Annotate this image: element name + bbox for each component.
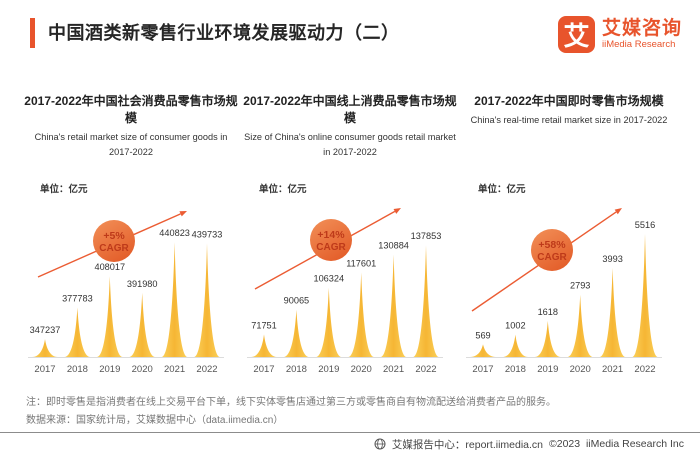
svg-text:2022: 2022 bbox=[634, 364, 655, 375]
svg-text:CAGR: CAGR bbox=[316, 242, 346, 253]
chart1-plot: 347237 2017 377783 2018 408017 2019 391980 2020… bbox=[28, 211, 224, 375]
header: 中国酒类新零售行业环境发展驱动力（二） 艾 艾媒咨询 iiMedia Resea… bbox=[0, 0, 700, 53]
chart2-plot: 71751 2017 90065 2018 106324 2019 117601 2020 13… bbox=[247, 208, 443, 375]
svg-text:2017: 2017 bbox=[253, 364, 274, 375]
svg-text:2021: 2021 bbox=[164, 364, 185, 375]
svg-text:3993: 3993 bbox=[602, 254, 622, 264]
page-title: 中国酒类新零售行业环境发展驱动力（二） bbox=[48, 23, 400, 43]
chart3-plot: 569 2017 1002 2018 1618 2019 2793 2020 3993 2021 5… bbox=[466, 208, 662, 375]
svg-text:2022: 2022 bbox=[196, 364, 217, 375]
svg-text:2018: 2018 bbox=[67, 364, 88, 375]
svg-text:5516: 5516 bbox=[635, 220, 655, 230]
svg-text:391980: 391980 bbox=[127, 279, 158, 289]
svg-text:2022: 2022 bbox=[415, 364, 436, 375]
svg-text:106324: 106324 bbox=[313, 274, 344, 284]
report-center-text: 艾媒报告中心：report.iimedia.cn bbox=[391, 438, 544, 451]
svg-text:2019: 2019 bbox=[99, 364, 120, 375]
svg-text:2021: 2021 bbox=[602, 364, 623, 375]
title-accent-bar bbox=[30, 18, 35, 48]
chart3-title-en: China's real-time retail market size in … bbox=[470, 114, 668, 125]
footnotes: 注：即时零售是指消费者在线上交易平台下单，线下实体零售店通过第三方或零售商自有物… bbox=[0, 394, 700, 429]
logo-name-cn: 艾媒咨询 bbox=[601, 17, 682, 39]
svg-text:CAGR: CAGR bbox=[99, 243, 129, 254]
svg-text:569: 569 bbox=[475, 330, 490, 340]
svg-text:1002: 1002 bbox=[505, 321, 525, 331]
svg-text:2020: 2020 bbox=[132, 364, 153, 375]
svg-text:2021: 2021 bbox=[383, 364, 404, 375]
chart2-unit-label: 单位：亿元 bbox=[259, 184, 307, 195]
svg-text:+58%: +58% bbox=[538, 239, 566, 251]
chart3-unit-label: 单位：亿元 bbox=[478, 184, 526, 195]
svg-text:2017: 2017 bbox=[472, 364, 493, 375]
svg-text:347237: 347237 bbox=[30, 325, 61, 335]
svg-text:2018: 2018 bbox=[286, 364, 307, 375]
iimedia-logo-icon: 艾 bbox=[557, 16, 595, 53]
svg-text:440823: 440823 bbox=[159, 228, 190, 238]
chart2-title-en: Size of China's online consumer goods re… bbox=[244, 131, 456, 157]
svg-text:+5%: +5% bbox=[103, 230, 125, 242]
chart3-title-cn: 2017-2022年中国即时零售市场规模 bbox=[474, 94, 664, 108]
chart1-unit-label: 单位：亿元 bbox=[40, 184, 88, 195]
svg-text:1618: 1618 bbox=[538, 307, 558, 317]
svg-text:+14%: +14% bbox=[317, 229, 345, 241]
bottom-bar: 艾媒报告中心：report.iimedia.cn ©2023 iiMedia R… bbox=[0, 432, 700, 455]
svg-text:130884: 130884 bbox=[378, 241, 409, 251]
svg-text:2017: 2017 bbox=[34, 364, 55, 375]
charts-row: 2017-2022年中国社会消费品零售市场规模 China's retail m… bbox=[0, 93, 700, 383]
note-text: 注：即时零售是指消费者在线上交易平台下单，线下实体零售店通过第三方或零售商自有物… bbox=[26, 397, 556, 408]
chart2-title-cn: 2017-2022年中国线上消费品零售市场规模 bbox=[243, 94, 457, 125]
svg-text:117601: 117601 bbox=[346, 259, 376, 269]
iimedia-logo: 艾 艾媒咨询 iiMedia Research bbox=[557, 16, 682, 53]
svg-text:137853: 137853 bbox=[411, 231, 442, 241]
logo-name-en: iiMedia Research bbox=[601, 39, 676, 51]
svg-text:2020: 2020 bbox=[351, 364, 372, 375]
copyright-text: ©2023 iiMedia Research Inc bbox=[549, 438, 684, 450]
svg-text:71751: 71751 bbox=[251, 320, 277, 330]
svg-text:377783: 377783 bbox=[62, 294, 93, 304]
chart-card-online-retail: 2017-2022年中国线上消费品零售市场规模 Size of China's … bbox=[243, 93, 457, 383]
svg-text:2020: 2020 bbox=[570, 364, 591, 375]
svg-text:CAGR: CAGR bbox=[537, 252, 567, 263]
svg-text:90065: 90065 bbox=[284, 296, 310, 306]
chart1-title-cn: 2017-2022年中国社会消费品零售市场规模 bbox=[24, 94, 238, 125]
svg-text:408017: 408017 bbox=[94, 262, 125, 272]
svg-text:2019: 2019 bbox=[318, 364, 339, 375]
chart-card-realtime-retail: 2017-2022年中国即时零售市场规模 China's real-time r… bbox=[462, 93, 676, 383]
svg-text:2019: 2019 bbox=[537, 364, 558, 375]
globe-icon bbox=[374, 438, 386, 450]
chart1-title-en: China's retail market size of consumer g… bbox=[34, 131, 228, 157]
svg-text:2793: 2793 bbox=[570, 281, 590, 291]
source-text: 数据来源：国家统计局，艾媒数据中心（data.iimedia.cn） bbox=[26, 414, 284, 426]
svg-text:439733: 439733 bbox=[192, 229, 223, 239]
svg-text:2018: 2018 bbox=[505, 364, 526, 375]
chart-card-social-retail: 2017-2022年中国社会消费品零售市场规模 China's retail m… bbox=[24, 93, 238, 383]
